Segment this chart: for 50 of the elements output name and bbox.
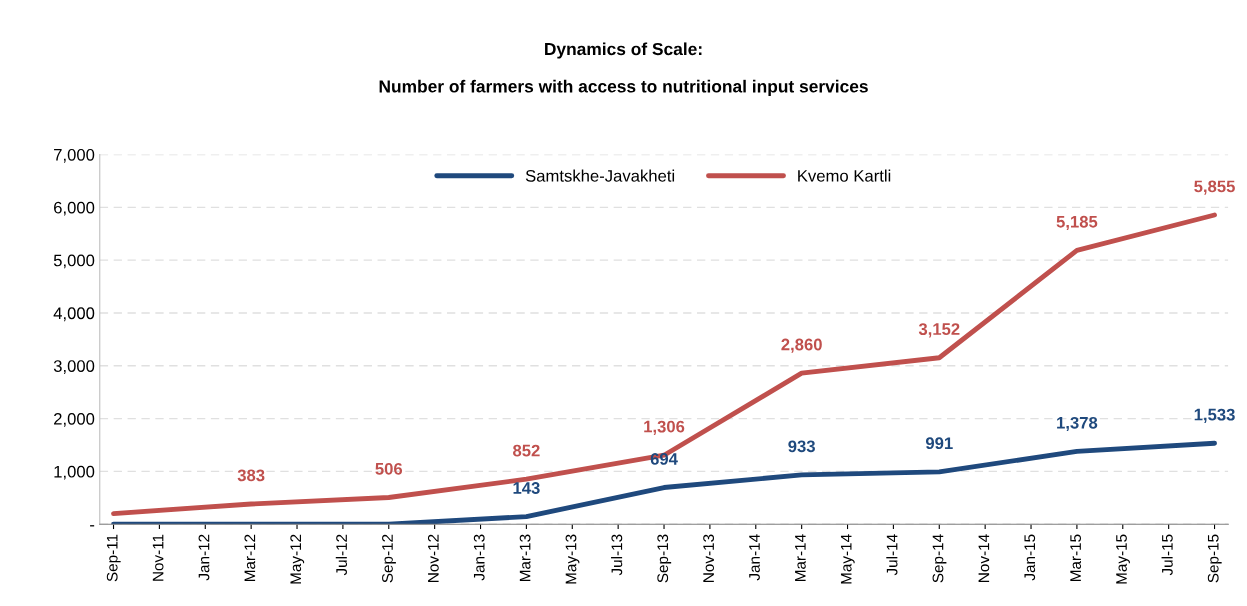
- x-tick-label: Sep-14: [932, 534, 947, 583]
- data-label: 1,306: [644, 420, 685, 435]
- x-tick-label: May-15: [1116, 534, 1130, 584]
- x-tick-label: Jan-15: [1024, 534, 1036, 581]
- x-tick-label: Jul-12: [335, 534, 347, 576]
- y-tick-label: 2,000: [54, 412, 95, 427]
- x-tick-label: May-12: [290, 534, 305, 584]
- y-tick-label: 4,000: [53, 307, 95, 322]
- y-tick-label: 5,000: [53, 254, 95, 269]
- x-tick-label: Mar-15: [1070, 534, 1082, 582]
- legend-label: Samtskhe-Javakheti: [525, 169, 675, 182]
- x-tick-label: Jul-13: [611, 534, 623, 576]
- x-tick-label: Nov-14: [978, 534, 990, 582]
- data-label: 2,860: [781, 338, 822, 353]
- chart-title: Dynamics of Scale: Number of farmers with access to nutritional input services: [379, 42, 868, 96]
- x-tick-label: Mar-12: [244, 534, 256, 582]
- data-label: 5,855: [1194, 180, 1235, 195]
- x-tick-label: Mar-13: [519, 534, 531, 582]
- data-label: 1,378: [1057, 416, 1098, 432]
- x-tick-label: Jul-15: [1161, 534, 1173, 576]
- data-label: 3,152: [918, 323, 960, 338]
- y-tick-label: -: [90, 525, 95, 527]
- data-label: 1,533: [1194, 408, 1235, 423]
- x-tick-label: Jan-13: [473, 534, 485, 581]
- y-tick-label: 3,000: [53, 360, 95, 374]
- data-label: 991: [925, 437, 953, 450]
- x-tick-label: May-13: [565, 534, 580, 584]
- data-label: 506: [375, 462, 403, 475]
- x-tick-label: Nov-12: [427, 534, 439, 582]
- y-tick-label: 1,000: [54, 465, 95, 480]
- x-tick-label: Sep-11: [106, 534, 121, 582]
- data-label: 143: [513, 482, 540, 494]
- x-tick-label: Mar-14: [795, 534, 806, 582]
- data-label: 933: [788, 440, 815, 453]
- y-tick-label: 7,000: [54, 148, 95, 163]
- data-label: 694: [650, 453, 678, 465]
- legend-label: Kvemo Kartli: [798, 169, 891, 182]
- x-tick-label: Nov-11: [152, 534, 164, 581]
- x-tick-label: Jan-14: [749, 534, 760, 581]
- x-tick-label: Sep-15: [1207, 534, 1222, 583]
- x-tick-label: Jan-12: [198, 534, 210, 581]
- data-label: 383: [237, 469, 265, 482]
- x-tick-label: Jul-14: [886, 534, 898, 576]
- x-tick-label: Nov-13: [703, 534, 714, 582]
- x-tick-label: May-14: [840, 534, 855, 584]
- data-label: 5,185: [1056, 215, 1098, 231]
- data-label: 852: [513, 444, 540, 457]
- y-tick-label: 6,000: [54, 201, 95, 216]
- x-tick-label: Sep-12: [382, 534, 396, 583]
- x-tick-label: Sep-13: [657, 534, 672, 583]
